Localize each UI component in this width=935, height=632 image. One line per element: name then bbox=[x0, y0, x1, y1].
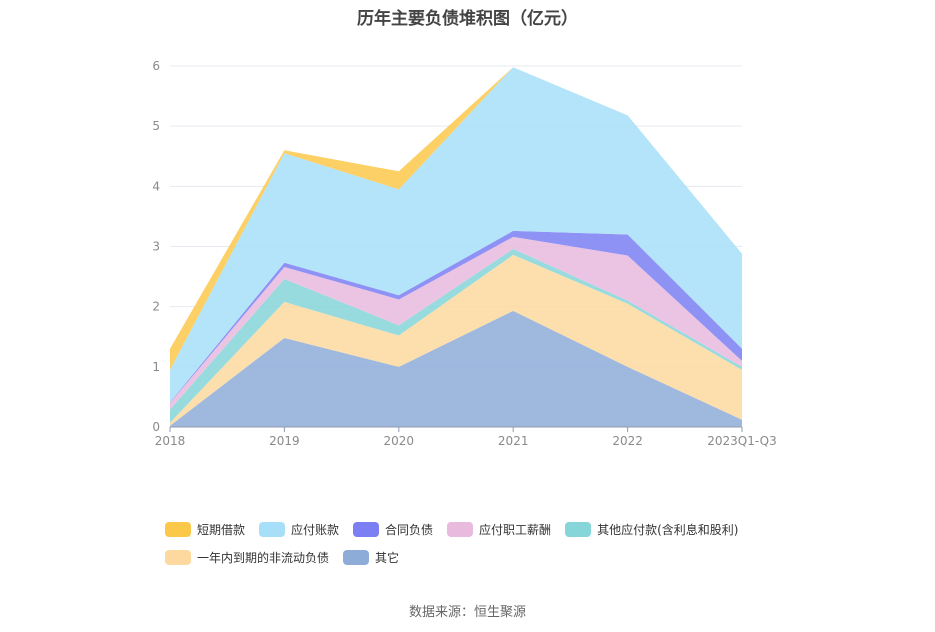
x-tick-label: 2018 bbox=[155, 434, 186, 448]
legend-item[interactable]: 短期借款 bbox=[165, 519, 245, 539]
area-series-6 bbox=[170, 67, 742, 370]
area-series-3 bbox=[170, 236, 742, 410]
y-tick-label: 2 bbox=[152, 300, 160, 314]
y-tick-label: 6 bbox=[152, 59, 160, 73]
area-series-1 bbox=[170, 254, 742, 426]
area-series-0 bbox=[170, 310, 742, 427]
legend-label: 其它 bbox=[375, 550, 400, 565]
legend-swatch bbox=[447, 521, 474, 537]
y-tick-label: 0 bbox=[152, 420, 160, 434]
x-tick-label: 2020 bbox=[384, 434, 415, 448]
x-tick-label: 2021 bbox=[498, 434, 529, 448]
chart-title: 历年主要负债堆积图（亿元） bbox=[357, 9, 578, 29]
y-tick-label: 1 bbox=[152, 360, 160, 374]
area-series-4 bbox=[170, 230, 742, 403]
axes: 0 1 2 3 4 5 6 2018 2019 2020 2021 2022 2023Q1-Q3 bbox=[152, 59, 776, 448]
x-tick-label: 2019 bbox=[269, 434, 300, 448]
legend-swatch bbox=[565, 521, 592, 537]
legend-item[interactable]: 一年内到期的非流动负债 bbox=[165, 547, 329, 567]
legend-swatch bbox=[165, 549, 191, 565]
legend-label: 合同负债 bbox=[385, 522, 434, 537]
legend-label: 一年内到期的非流动负债 bbox=[197, 550, 330, 565]
legend-item[interactable]: 其他应付款(含利息和股利) bbox=[565, 519, 738, 539]
legend-label: 应付职工薪酬 bbox=[479, 522, 552, 537]
legend-swatch bbox=[165, 521, 191, 537]
legend-swatch bbox=[343, 549, 370, 565]
x-tick-label: 2023Q1-Q3 bbox=[707, 434, 776, 448]
legend-label: 应付账款 bbox=[291, 522, 340, 537]
y-tick-label: 3 bbox=[152, 240, 160, 254]
legend-item[interactable]: 其它 bbox=[343, 547, 399, 567]
legend-item[interactable]: 应付职工薪酬 bbox=[447, 519, 551, 539]
chart-plot: 0 1 2 3 4 5 6 2018 2019 2020 2021 2022 2023Q1-Q3 bbox=[152, 59, 776, 448]
x-tick-label: 2022 bbox=[612, 434, 643, 448]
legend-swatch bbox=[353, 521, 380, 537]
y-tick-label: 4 bbox=[152, 179, 160, 193]
legend-item[interactable]: 应付账款 bbox=[259, 519, 339, 539]
legend: 短期借款 应付账款 合同负债 应付职工薪酬 其他应付款(含利息和股利) 一年内到期的非流动… bbox=[165, 519, 805, 567]
y-tick-label: 5 bbox=[152, 119, 160, 133]
legend-item[interactable]: 合同负债 bbox=[353, 519, 433, 539]
area-series-2 bbox=[170, 248, 742, 423]
source-note: 数据来源：恒生聚源 bbox=[408, 605, 526, 620]
area-series-5 bbox=[170, 67, 742, 403]
legend-label: 短期借款 bbox=[197, 522, 246, 537]
legend-swatch bbox=[259, 521, 286, 537]
legend-label: 其他应付款(含利息和股利) bbox=[597, 522, 739, 537]
area-series-layer bbox=[170, 67, 742, 427]
